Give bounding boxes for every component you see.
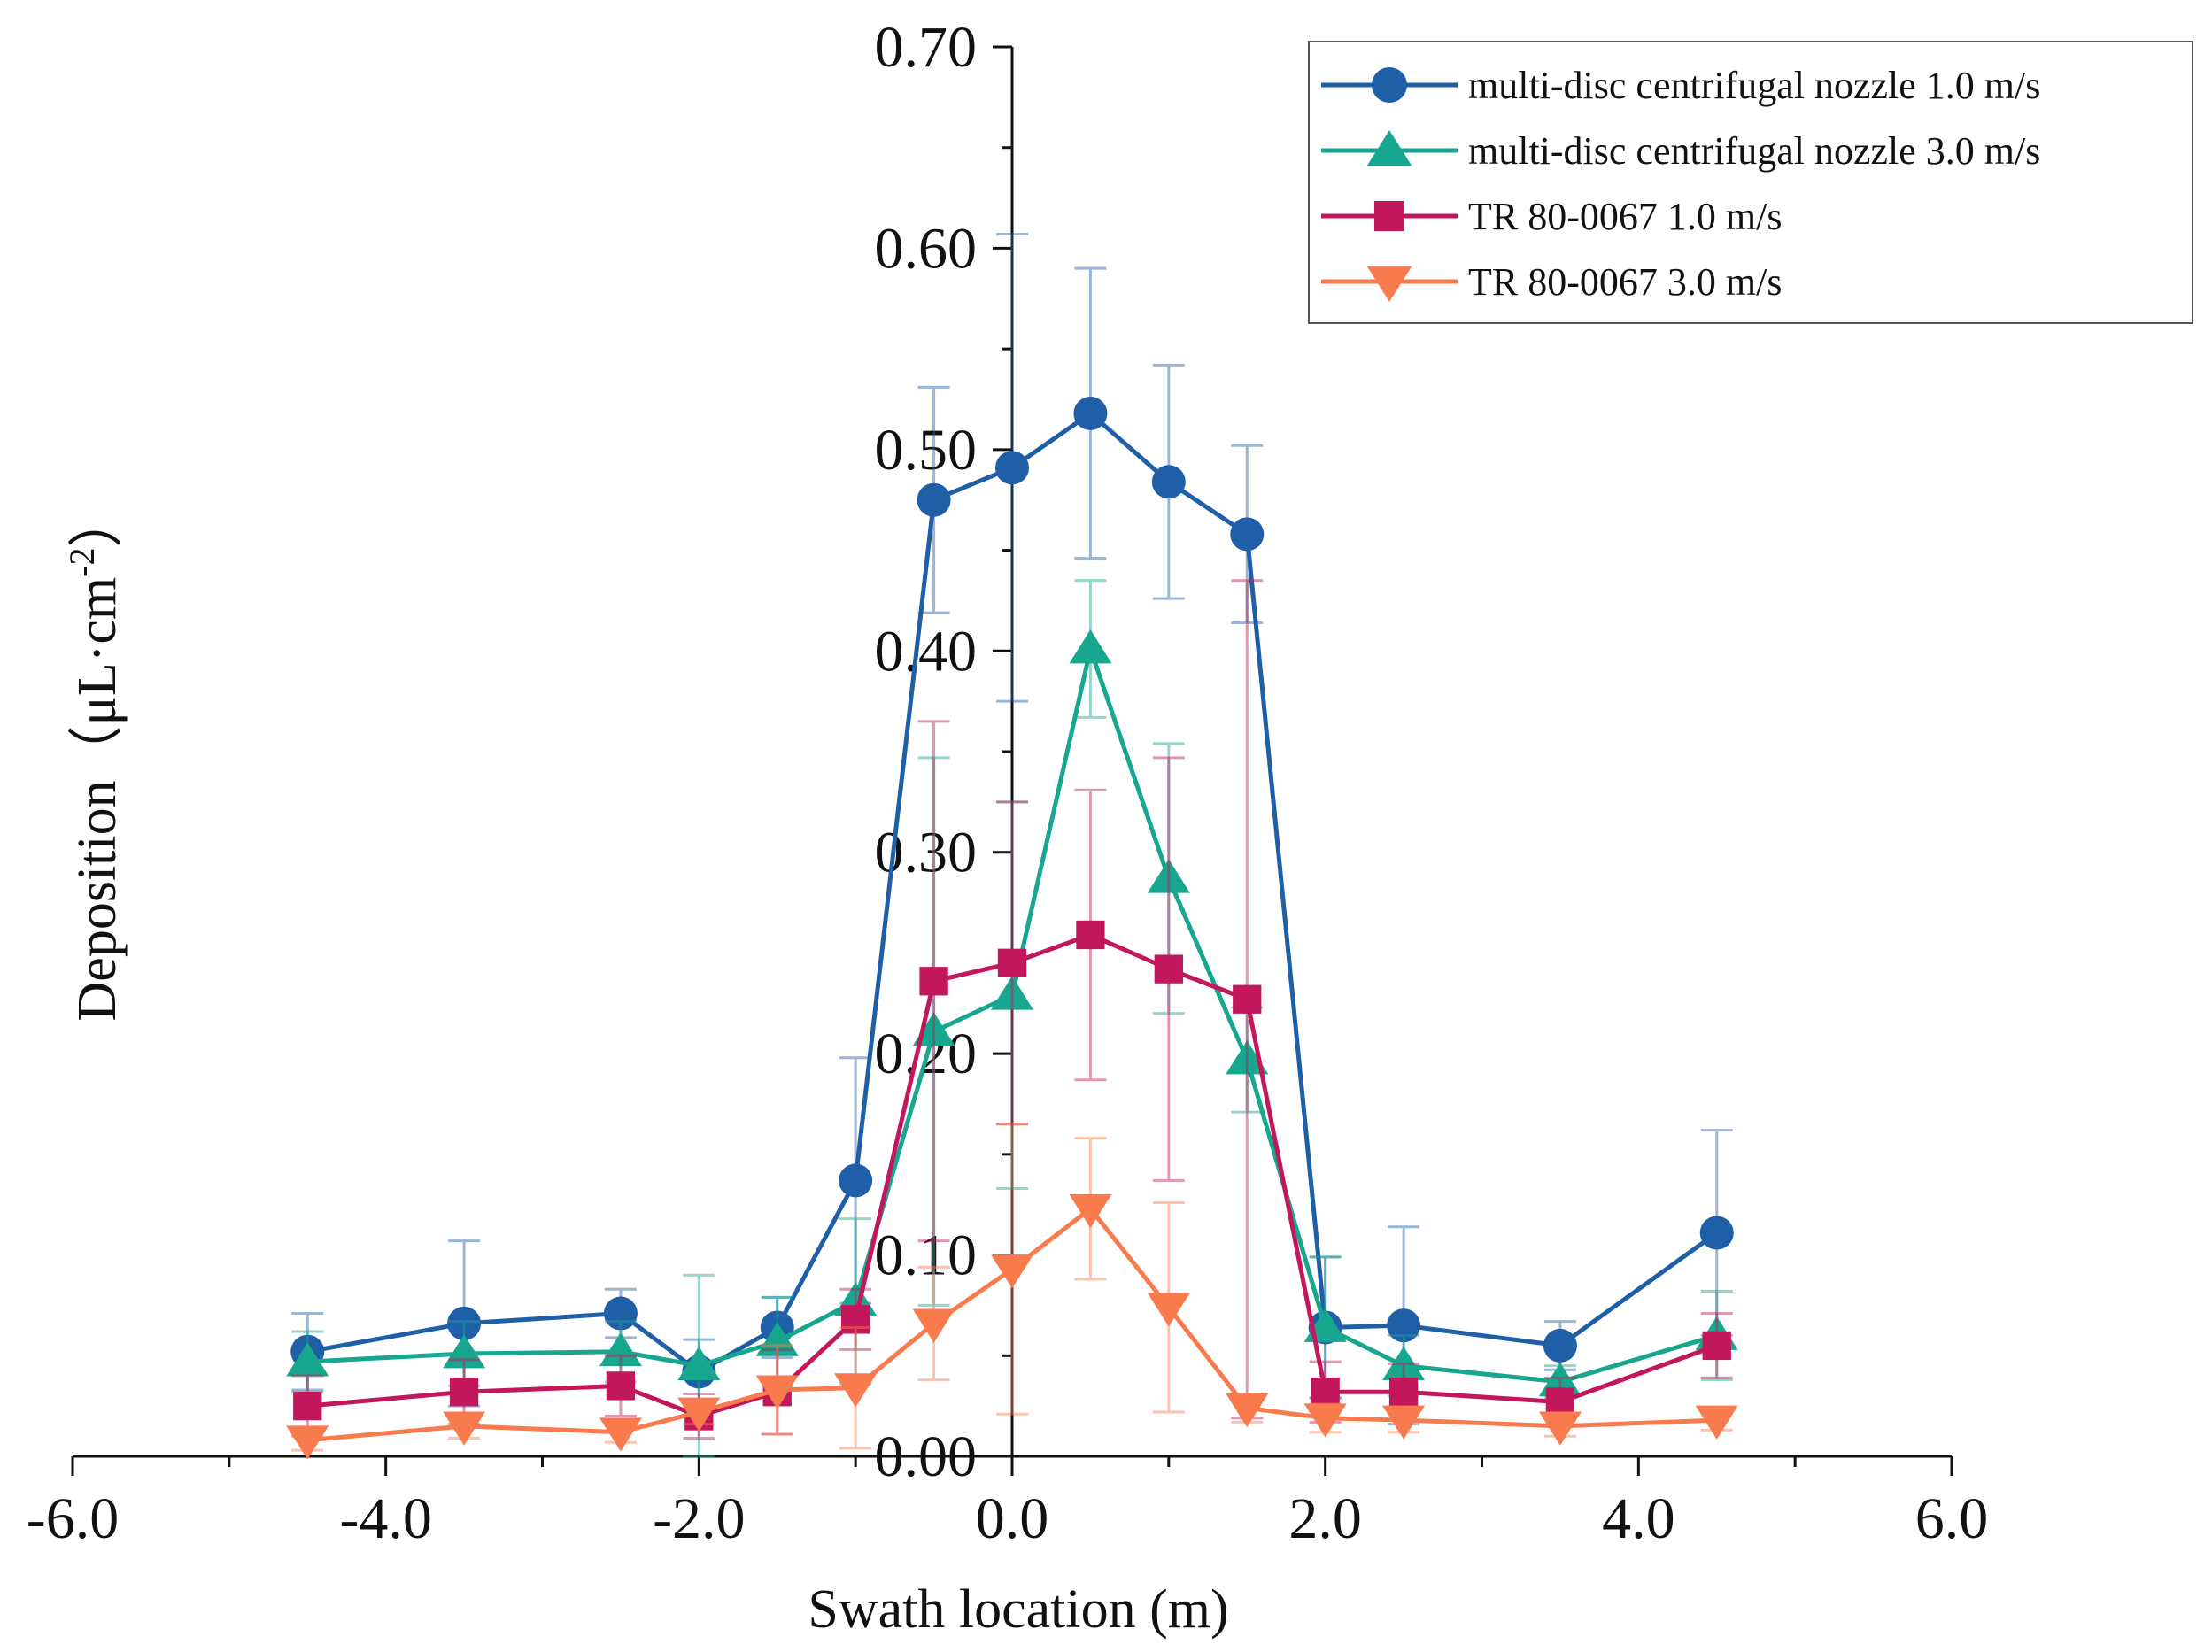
x-tick-label: 0.0 xyxy=(976,1486,1049,1551)
y-tick-label: 0.50 xyxy=(875,418,978,482)
data-point xyxy=(293,1391,322,1421)
data-point xyxy=(834,1373,878,1408)
data-point xyxy=(1230,517,1265,552)
data-point xyxy=(1226,1393,1269,1428)
legend-item: TR 80-0067 3.0 m/s xyxy=(1321,260,1782,304)
data-point xyxy=(1147,1293,1190,1327)
data-point xyxy=(603,1296,638,1331)
data-point xyxy=(443,1334,486,1369)
y-tick-label: 0.40 xyxy=(875,619,978,683)
series-layer xyxy=(286,233,1738,1460)
data-point xyxy=(839,1163,873,1198)
data-point xyxy=(1538,1411,1582,1446)
data-point xyxy=(1303,1403,1347,1438)
data-point xyxy=(1388,1378,1419,1407)
legend-marker xyxy=(1366,130,1412,166)
y-tick-label: 0.60 xyxy=(875,216,978,281)
data-point xyxy=(1154,954,1183,984)
data-point xyxy=(912,1012,955,1046)
data-point xyxy=(1073,396,1108,430)
x-tick-label: 4.0 xyxy=(1602,1486,1675,1551)
data-point xyxy=(677,1346,721,1381)
data-point xyxy=(286,1342,329,1377)
y-tick-label: 0.70 xyxy=(875,15,978,80)
data-point xyxy=(997,948,1027,977)
series-4 xyxy=(286,1123,1738,1460)
x-tick-label: -4.0 xyxy=(339,1486,431,1551)
y-axis-title-close: ） xyxy=(67,493,128,548)
data-point xyxy=(1069,629,1112,664)
data-point xyxy=(755,1375,799,1409)
data-point xyxy=(606,1371,636,1401)
x-tick-label: -2.0 xyxy=(653,1486,745,1551)
legend-marker xyxy=(1372,67,1407,103)
x-axis-title: Swath location (m) xyxy=(808,1579,1228,1640)
y-axis-title-main: Deposition（μL·cm xyxy=(67,577,128,1022)
data-point xyxy=(599,1332,642,1367)
data-point xyxy=(1226,1040,1269,1075)
data-point xyxy=(1699,1216,1734,1250)
data-point xyxy=(1702,1331,1731,1361)
data-point xyxy=(449,1378,479,1407)
legend-box xyxy=(1308,41,2193,324)
data-point xyxy=(1076,920,1105,950)
data-point xyxy=(990,976,1034,1010)
data-point xyxy=(443,1411,486,1446)
data-point xyxy=(912,1308,955,1343)
series-3 xyxy=(291,579,1733,1440)
data-point xyxy=(1695,1405,1738,1440)
data-point xyxy=(1147,859,1190,893)
legend-label: TR 80-0067 1.0 m/s xyxy=(1468,195,1782,238)
data-point xyxy=(919,967,948,996)
data-point xyxy=(1545,1387,1575,1417)
data-point xyxy=(1382,1405,1426,1440)
axes-layer: -6.0 -4.0 -2.0 0.0 2.0 4.0 6.00.000.100.200.30… xyxy=(27,15,1988,1551)
data-point xyxy=(990,1254,1034,1289)
data-point xyxy=(1311,1378,1340,1407)
data-point xyxy=(1382,1346,1426,1381)
data-point xyxy=(1233,984,1262,1014)
data-point xyxy=(917,482,951,517)
legend-marker xyxy=(1366,266,1412,302)
data-point xyxy=(286,1425,329,1460)
data-point xyxy=(755,1322,799,1356)
legend: multi-disc centrifugal nozzle 1.0 m/s mul… xyxy=(1308,41,2193,324)
legend-item: multi-disc centrifugal nozzle 3.0 m/s xyxy=(1321,129,2040,173)
legend-label: TR 80-0067 3.0 m/s xyxy=(1468,260,1782,304)
data-point xyxy=(841,1305,870,1334)
legend-label: multi-disc centrifugal nozzle 1.0 m/s xyxy=(1468,64,2040,107)
data-point xyxy=(1151,465,1186,499)
y-tick-label: 0.10 xyxy=(875,1224,978,1288)
data-point xyxy=(1069,1193,1112,1229)
y-tick-label: 0.00 xyxy=(875,1424,978,1489)
x-tick-label: 6.0 xyxy=(1915,1486,1989,1551)
data-point xyxy=(447,1306,482,1340)
data-point xyxy=(1387,1308,1421,1343)
y-axis-title: Deposition（μL·cm-2） xyxy=(62,493,128,1022)
legend-item: TR 80-0067 1.0 m/s xyxy=(1321,195,1782,238)
x-tick-label: -6.0 xyxy=(27,1486,119,1551)
data-point xyxy=(677,1397,721,1432)
data-point xyxy=(599,1417,642,1452)
data-point xyxy=(995,451,1029,485)
legend-item: multi-disc centrifugal nozzle 1.0 m/s xyxy=(1321,64,2040,107)
x-tick-label: 2.0 xyxy=(1288,1486,1362,1551)
data-point xyxy=(1543,1328,1577,1363)
y-axis-title-superscript: -2 xyxy=(62,548,102,577)
legend-label: multi-disc centrifugal nozzle 3.0 m/s xyxy=(1468,129,2040,173)
legend-marker xyxy=(1374,201,1404,231)
